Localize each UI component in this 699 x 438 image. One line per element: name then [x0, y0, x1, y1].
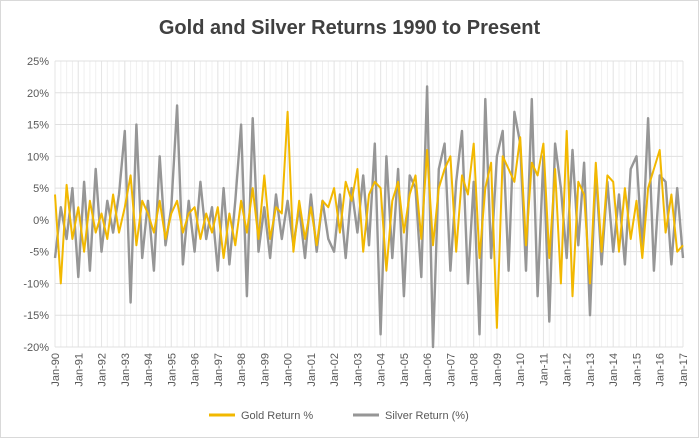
x-tick-label: Jan-16 [655, 353, 667, 387]
x-tick-label: Jan-92 [97, 353, 109, 387]
silver-return-line [53, 85, 685, 349]
x-tick-label: Jan-13 [585, 353, 597, 387]
legend-gold-label: Gold Return % [241, 410, 313, 422]
y-tick-label: -15% [23, 310, 49, 322]
x-tick-label: Jan-12 [562, 353, 574, 387]
x-tick-label: Jan-10 [515, 353, 527, 387]
x-tick-label: Jan-11 [538, 353, 550, 386]
x-tick-label: Jan-98 [236, 353, 248, 387]
y-tick-label: -10% [23, 278, 49, 290]
x-tick-label: Jan-91 [73, 353, 85, 387]
x-tick-label: Jan-07 [445, 353, 457, 387]
x-tick-label: Jan-05 [399, 353, 411, 387]
x-tick-label: Jan-17 [678, 353, 690, 387]
y-tick-label: 5% [33, 183, 49, 195]
x-tick-label: Jan-00 [283, 353, 295, 387]
x-tick-label: Jan-97 [213, 353, 225, 387]
x-tick-label: Jan-94 [143, 353, 155, 387]
x-tick-label: Jan-03 [352, 353, 364, 387]
x-tick-label: Jan-95 [166, 353, 178, 387]
x-tick-label: Jan-06 [422, 353, 434, 387]
x-tick-label: Jan-96 [190, 353, 202, 387]
y-tick-label: 25% [27, 56, 49, 68]
x-tick-label: Jan-93 [120, 353, 132, 387]
y-tick-label: 10% [27, 151, 49, 163]
y-tick-label: 20% [27, 88, 49, 100]
x-tick-label: Jan-14 [608, 353, 620, 387]
x-tick-label: Jan-99 [259, 353, 271, 387]
legend-layer: Gold Return % Silver Return (%) [209, 410, 469, 422]
x-tick-label: Jan-09 [492, 353, 504, 387]
gold-return-line [54, 110, 684, 329]
y-tick-label: -20% [23, 342, 49, 354]
x-tick-label: Jan-90 [50, 353, 62, 387]
y-tick-label: 0% [33, 215, 49, 227]
x-tick-label: Jan-04 [376, 353, 388, 387]
x-tick-label: Jan-15 [631, 353, 643, 387]
legend-silver-label: Silver Return (%) [385, 410, 469, 422]
y-tick-label: -5% [29, 247, 49, 259]
chart-title: Gold and Silver Returns 1990 to Present [158, 17, 541, 39]
y-tick-label: 15% [27, 120, 49, 132]
x-tick-label: Jan-08 [469, 353, 481, 387]
series-layer [53, 85, 685, 349]
x-tick-label: Jan-01 [306, 353, 318, 387]
axis-layer: 25% 20% 15% 10% 5% 0% -5% -10% -15% -20%Jan-90 Jan… [23, 56, 690, 387]
x-tick-label: Jan-02 [329, 353, 341, 387]
